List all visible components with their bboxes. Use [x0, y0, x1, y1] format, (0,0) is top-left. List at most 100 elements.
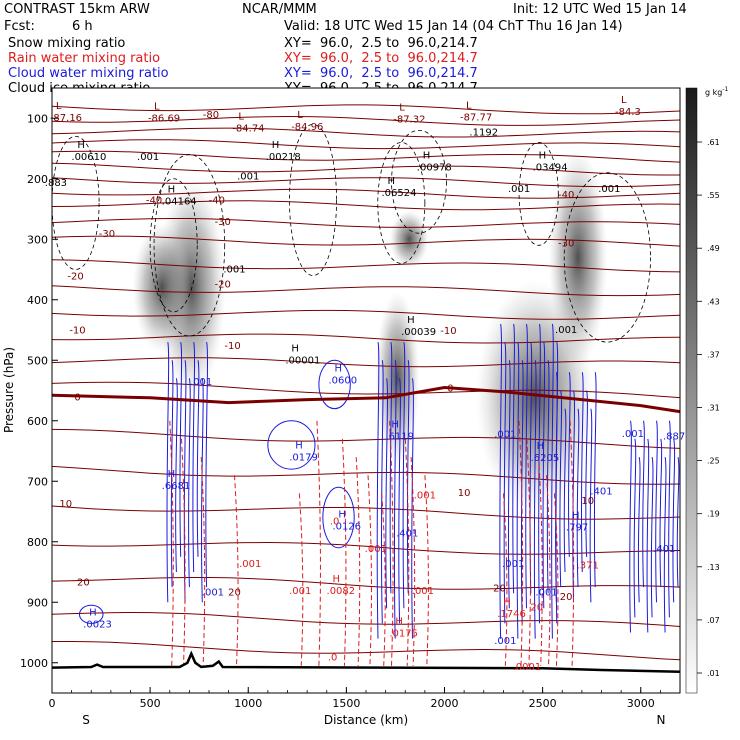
cloud-ice-contour	[391, 129, 447, 234]
cloud-ice-contour	[153, 154, 226, 337]
extremum-marker: L	[621, 95, 627, 106]
temperature-contour-line	[52, 577, 680, 590]
extremum-marker: H	[77, 140, 85, 151]
field-rain-xy: XY= 96.0, 2.5 to 96.0,214.7	[284, 51, 478, 66]
temperature-contour-line	[52, 505, 680, 520]
cloud-ice-contour	[149, 178, 198, 313]
contour-value-label: .401	[396, 529, 418, 540]
cloud-water-contour	[402, 341, 406, 609]
contour-value-label: .0	[328, 653, 338, 664]
snow-shade-region	[132, 222, 192, 353]
temperature-contour-line	[52, 541, 680, 555]
cloud-water-contours	[78, 323, 680, 639]
rain-water-contour	[316, 420, 321, 666]
temperature-contour-line	[52, 381, 680, 399]
extremum-value: -87.16	[50, 113, 82, 124]
fcst-label: Fcst:	[4, 19, 35, 34]
extremum-marker: H	[334, 364, 342, 375]
snow-shade-region	[475, 280, 594, 513]
colorbar-tick-label: .49	[707, 244, 720, 253]
cloud-water-contour	[322, 486, 355, 549]
cloud-water-contour	[200, 378, 204, 603]
extremum-marker: L	[56, 101, 62, 112]
extremum-value: .0023	[83, 619, 112, 630]
y-tick-label: 100	[27, 112, 48, 125]
cloud-water-contour	[533, 360, 537, 639]
extremum-marker: H	[572, 511, 580, 522]
y-tick-label: 200	[27, 173, 48, 186]
fcst-value: 6 h	[72, 19, 93, 34]
extremum-value: .0082	[327, 586, 356, 597]
rain-water-contour	[518, 420, 524, 666]
cloud-water-contour	[551, 323, 554, 639]
temperature-contour-line	[52, 357, 680, 368]
field-rain-name: Rain water mixing ratio	[8, 51, 161, 66]
freezing-level-line	[52, 385, 680, 414]
temperature-contour-label: -10	[224, 341, 240, 352]
snow-shade-region	[389, 210, 429, 269]
extremum-value: .0179	[289, 452, 318, 463]
cloud-ice-contour	[377, 142, 426, 264]
contour-value-label: .371	[577, 561, 599, 572]
cloud-water-contour	[642, 420, 645, 588]
field-snow-name: Snow mixing ratio	[8, 36, 126, 51]
temperature-contour-line	[52, 641, 680, 661]
colorbar-tick-label: .61	[707, 138, 720, 147]
cloud-water-contour	[78, 604, 104, 624]
extremum-marker: H	[503, 597, 511, 608]
temperature-contour-label: 10	[59, 499, 72, 510]
contour-value-label: .001	[494, 636, 516, 647]
x-tick-label: 2000	[431, 697, 459, 710]
temperature-contour-label: 20	[77, 578, 90, 589]
contour-value-label: .0	[330, 517, 340, 528]
contour-value-label: .001	[414, 491, 436, 502]
extremum-value: .00218	[266, 152, 301, 163]
extremum-value: -84.74	[232, 123, 264, 134]
x-tick-label: 2500	[529, 697, 557, 710]
cloud-water-contour	[512, 323, 515, 594]
x-end-label-right: N	[657, 713, 666, 727]
extremum-value: -84.96	[291, 122, 323, 133]
extremum-value: .6205	[531, 453, 560, 464]
extremum-marker: L	[297, 110, 303, 121]
contour-value-label: .001	[535, 587, 557, 598]
x-tick-label: 3000	[627, 697, 655, 710]
x-axis-label: Distance (km)	[324, 713, 408, 727]
cloud-ice-contour	[563, 172, 651, 343]
temperature-contour-label: -20	[215, 279, 231, 290]
temperature-contour-label: 20	[228, 587, 241, 598]
colorbar-tick-label: .19	[707, 510, 720, 519]
extremum-value: .0600	[328, 376, 357, 387]
temperature-contour-label: 20	[493, 584, 506, 595]
temperature-contour-line	[52, 150, 680, 163]
rain-water-contour	[169, 420, 174, 666]
extremum-value: .03494	[533, 163, 568, 174]
extremum-marker: H	[537, 441, 545, 452]
temperature-contour-line	[52, 188, 680, 199]
valid-time: Valid: 18 UTC Wed 15 Jan 14 (04 ChT Thu …	[284, 19, 623, 34]
contour-value-label: .883	[45, 178, 67, 189]
extremum-value: -84.3	[615, 107, 641, 118]
temperature-contour-label: -80	[203, 110, 219, 121]
cloud-water-contour	[546, 360, 550, 594]
contour-value-label: .001	[502, 559, 524, 570]
contour-value-label: .001	[622, 429, 644, 440]
cloud-water-contour	[406, 360, 410, 594]
cloud-water-contour	[179, 341, 183, 557]
contour-value-label: .001	[190, 377, 212, 388]
cloud-water-contour	[507, 360, 511, 609]
rain-water-contours	[169, 420, 575, 666]
colorbar-tick-label: .07	[707, 616, 720, 625]
temperature-contour-label: 0	[447, 383, 453, 394]
contour-value-label: 20	[530, 602, 543, 613]
colorbar-tick-label: .25	[707, 457, 720, 466]
cloud-water-contour	[525, 323, 528, 609]
temperature-contour-line	[52, 127, 680, 138]
cloud-water-contour	[668, 420, 671, 618]
extremum-marker: H	[407, 315, 415, 326]
cloud-water-contour	[563, 408, 567, 573]
cloud-ice-contour	[518, 142, 559, 246]
extremum-marker: L	[399, 102, 405, 113]
rain-water-contour	[404, 438, 410, 666]
